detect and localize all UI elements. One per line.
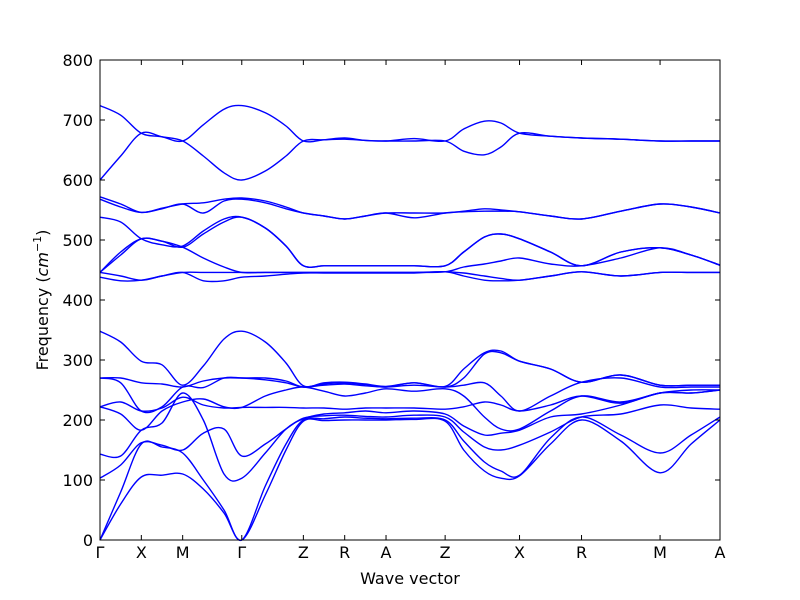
band-line-6: [99, 386, 721, 432]
band-line-2: [99, 416, 721, 541]
y-tick-label: 700: [62, 111, 93, 130]
band-line-13: [99, 216, 721, 273]
band-line-9: [99, 330, 720, 388]
x-tick-label: X: [136, 543, 147, 562]
x-tick-label: Z: [298, 543, 309, 562]
x-tick-label: Z: [440, 543, 451, 562]
band-line-8: [99, 350, 720, 388]
band-line-12: [99, 237, 721, 274]
x-tick-label: A: [381, 543, 392, 562]
y-tick-label: 200: [62, 411, 93, 430]
band-line-3: [99, 404, 721, 479]
band-line-18: [99, 104, 720, 143]
band-line-16: [99, 196, 721, 220]
y-tick-label: 400: [62, 291, 93, 310]
y-axis-ticks: 0 100 200 300 400 500 600 700 800: [62, 51, 720, 550]
y-tick-label: 600: [62, 171, 93, 190]
x-tick-label: R: [576, 543, 587, 562]
y-tick-label: 100: [62, 471, 93, 490]
x-tick-label: Γ: [96, 543, 105, 562]
band-line-4: [99, 389, 721, 482]
band-line-5: [99, 389, 721, 412]
y-tick-label: 500: [62, 231, 93, 250]
y-tick-label: 300: [62, 351, 93, 370]
y-axis-label: Frequency (cm−1): [31, 230, 52, 371]
x-tick-label: M: [176, 543, 190, 562]
band-line-15: [99, 198, 721, 220]
band-line-10: [99, 270, 720, 283]
x-axis-label: Wave vector: [360, 569, 460, 588]
band-line-1: [99, 417, 721, 541]
band-lines: [99, 104, 721, 541]
x-tick-label: X: [514, 543, 525, 562]
band-line-14: [99, 215, 721, 268]
plot-frame: [99, 59, 721, 541]
y-tick-label: 0: [83, 531, 93, 550]
x-tick-label: M: [653, 543, 667, 562]
x-tick-label: R: [339, 543, 350, 562]
x-tick-label: A: [715, 543, 726, 562]
y-tick-label: 800: [62, 51, 93, 70]
x-tick-label: Γ: [237, 543, 246, 562]
